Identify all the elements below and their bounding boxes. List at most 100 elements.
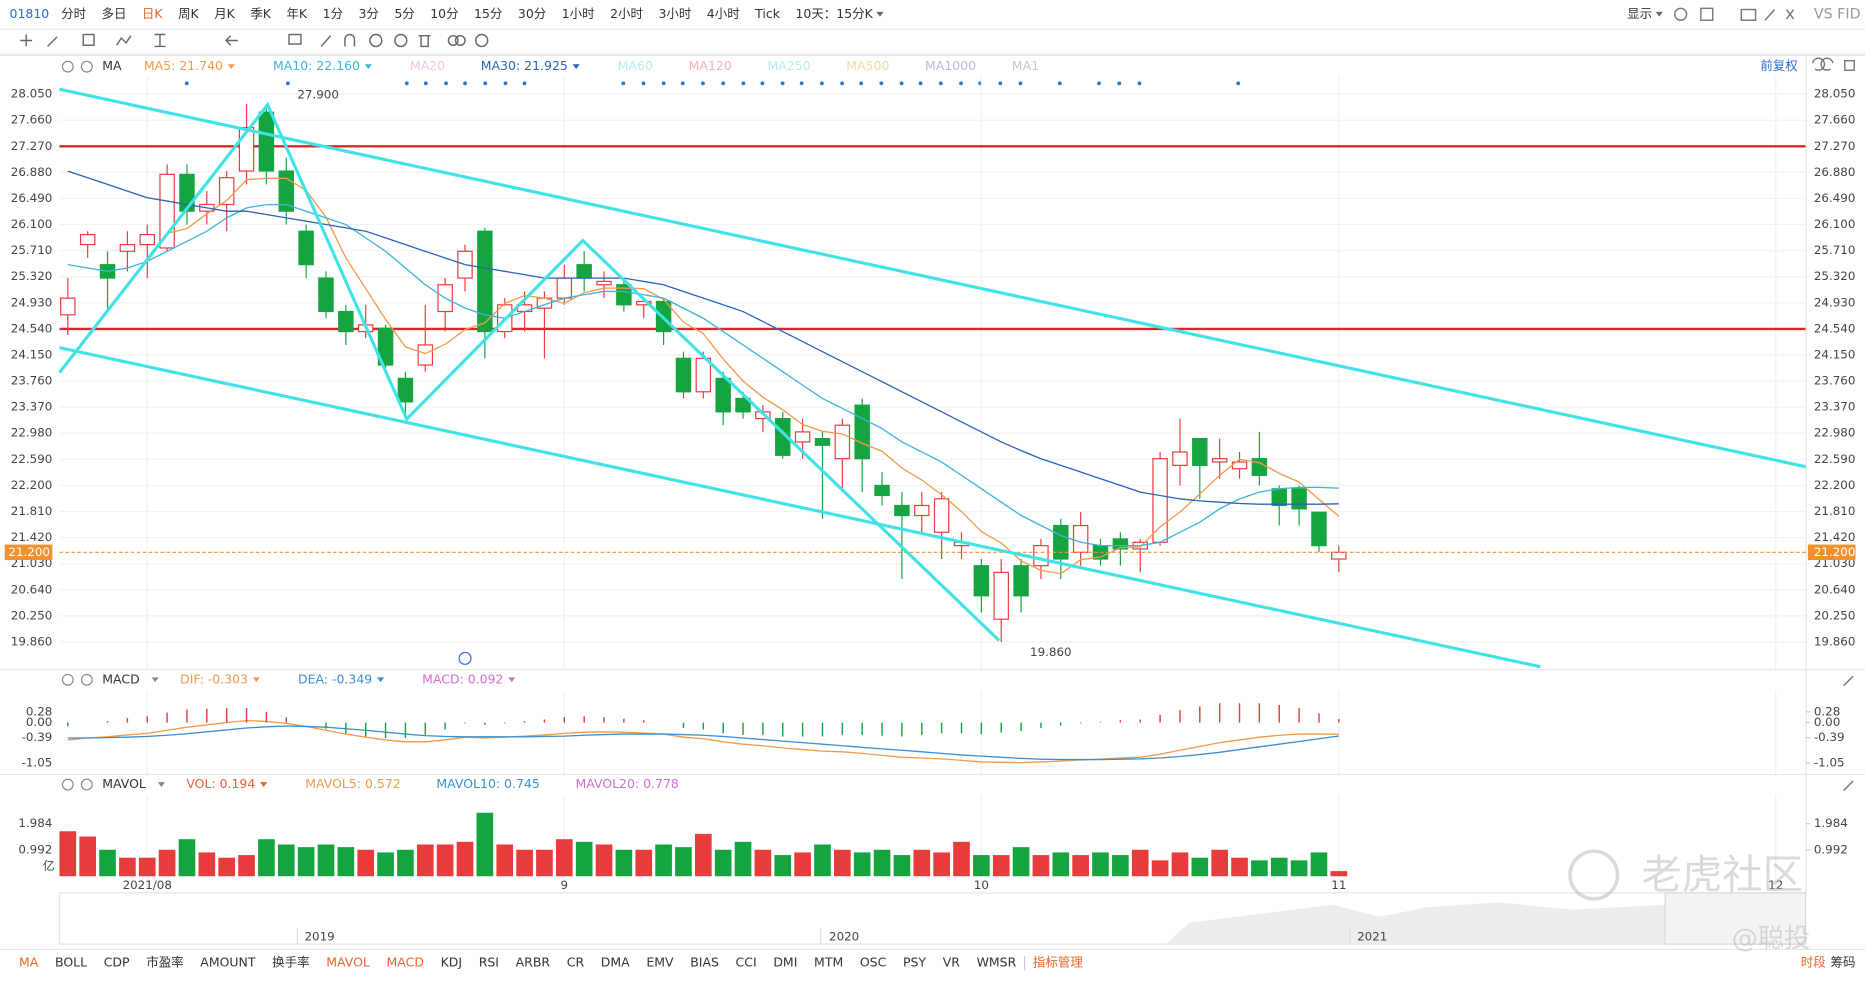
legend-item[interactable]: MA5: 21.740 bbox=[144, 58, 223, 73]
period-tab[interactable]: 1分 bbox=[323, 6, 343, 21]
window-tools[interactable] bbox=[1673, 7, 1856, 792]
tool-icon[interactable] bbox=[1785, 9, 1795, 20]
session-toggle[interactable]: 时段 bbox=[1801, 955, 1826, 970]
legend-item[interactable]: MA30: 21.925 bbox=[481, 58, 568, 73]
settings-icon[interactable] bbox=[61, 60, 74, 73]
indicator-tab[interactable]: RSI bbox=[479, 955, 499, 970]
indicator-tab[interactable]: MTM bbox=[814, 955, 843, 970]
indicator-tab[interactable]: CR bbox=[567, 955, 585, 970]
period-tab[interactable]: 季K bbox=[250, 6, 271, 21]
trend-line[interactable] bbox=[59, 346, 1541, 669]
indicator-tab[interactable]: ARBR bbox=[516, 955, 551, 970]
eye-tool[interactable] bbox=[369, 33, 383, 48]
period-tab[interactable]: Tick bbox=[754, 6, 781, 21]
magnet-tool[interactable] bbox=[344, 33, 356, 47]
panel-title[interactable]: MACD bbox=[102, 671, 139, 686]
legend-item[interactable]: MAVOL5: 0.572 bbox=[305, 776, 400, 791]
indicator-tab[interactable]: PSY bbox=[903, 955, 926, 970]
period-tab[interactable]: 周K bbox=[178, 6, 199, 21]
period-tab[interactable]: 4小时 bbox=[707, 6, 740, 21]
link-tool[interactable] bbox=[447, 35, 459, 46]
legend-item[interactable]: MA10: 22.160 bbox=[273, 58, 360, 73]
indicator-tab[interactable]: BOLL bbox=[55, 955, 87, 970]
indicator-tab[interactable]: VR bbox=[943, 955, 961, 970]
camera-icon[interactable] bbox=[1740, 8, 1757, 21]
period-tab[interactable]: 30分 bbox=[518, 6, 546, 21]
pen-tool[interactable] bbox=[320, 35, 332, 47]
redo-icon[interactable] bbox=[1820, 57, 1834, 71]
period-tab[interactable]: 3分 bbox=[358, 6, 378, 21]
legend-item[interactable]: MAVOL10: 0.745 bbox=[436, 776, 539, 791]
period-tab[interactable]: 3小时 bbox=[658, 6, 691, 21]
indicator-tab[interactable]: WMSR bbox=[977, 955, 1017, 970]
legend-item[interactable]: MA60 bbox=[618, 58, 653, 73]
undo-icon[interactable] bbox=[1811, 57, 1826, 71]
legend-item[interactable]: MACD: 0.092 bbox=[422, 671, 503, 686]
link-tool[interactable] bbox=[454, 35, 466, 46]
period-tab[interactable]: 月K bbox=[214, 6, 235, 21]
period-tab[interactable]: 15分 bbox=[474, 6, 502, 21]
note-tool[interactable] bbox=[288, 33, 302, 45]
indicator-tab[interactable]: DMA bbox=[601, 955, 630, 970]
legend-item[interactable]: MAVOL20: 0.778 bbox=[575, 776, 678, 791]
indicator-manage[interactable]: 指标管理 bbox=[1033, 955, 1083, 970]
period-tab[interactable]: 10天：15分K bbox=[795, 6, 873, 21]
legend-item[interactable]: DIF: -0.303 bbox=[180, 671, 248, 686]
adjust-mode[interactable]: 前复权 bbox=[1760, 58, 1798, 73]
rect-tool[interactable] bbox=[82, 33, 95, 46]
legend-item[interactable]: MA500 bbox=[846, 58, 889, 73]
period-tab[interactable]: 2小时 bbox=[610, 6, 643, 21]
period-tab[interactable]: 年K bbox=[286, 6, 307, 21]
panel-title[interactable]: MAVOL bbox=[102, 776, 146, 791]
panel-title[interactable]: MA bbox=[102, 58, 122, 73]
expand-panel-icon[interactable] bbox=[1843, 675, 1854, 792]
lock-tool[interactable] bbox=[394, 33, 408, 48]
display-menu[interactable]: 显示 bbox=[1627, 6, 1652, 21]
legend-item[interactable]: VOL: 0.194 bbox=[186, 776, 255, 791]
measure-tool[interactable] bbox=[154, 33, 166, 48]
indicator-tab[interactable]: MA bbox=[19, 955, 39, 970]
period-tab[interactable]: 分时 bbox=[61, 6, 86, 21]
legend-item[interactable]: MA1 bbox=[1012, 58, 1039, 73]
symbol[interactable]: 01810 bbox=[10, 6, 50, 21]
period-tab[interactable]: 10分 bbox=[430, 6, 458, 21]
event-icon[interactable] bbox=[458, 651, 472, 665]
indicator-tab[interactable]: AMOUNT bbox=[200, 955, 256, 970]
legend-item[interactable]: DEA: -0.349 bbox=[298, 671, 372, 686]
navigator-window[interactable] bbox=[1664, 892, 1807, 945]
zigzag-line[interactable] bbox=[58, 101, 1001, 642]
legend-item[interactable]: MA250 bbox=[767, 58, 810, 73]
navigator[interactable]: 2019 2020 2021 bbox=[58, 892, 1807, 945]
chip-toggle[interactable]: 筹码 bbox=[1831, 955, 1856, 970]
period-tab[interactable]: 1小时 bbox=[562, 6, 595, 21]
indicator-tab[interactable]: MAVOL bbox=[326, 955, 370, 970]
arrow-tool[interactable] bbox=[224, 35, 238, 46]
crosshair-tool[interactable] bbox=[20, 34, 33, 47]
drawing-tools[interactable] bbox=[20, 33, 489, 48]
compare-button[interactable]: VS FID bbox=[1814, 6, 1861, 22]
close-icon[interactable] bbox=[80, 60, 93, 73]
draw-icon[interactable] bbox=[1764, 9, 1776, 21]
settings-icon[interactable] bbox=[61, 778, 74, 791]
indicator-tab[interactable]: MACD bbox=[387, 955, 424, 970]
wave-tool[interactable] bbox=[115, 35, 132, 46]
period-tab[interactable]: 5分 bbox=[394, 6, 414, 21]
indicator-tab[interactable]: OSC bbox=[860, 955, 887, 970]
indicator-tab[interactable]: KDJ bbox=[441, 955, 462, 970]
indicator-tab[interactable]: 市盈率 bbox=[146, 955, 183, 970]
close-icon[interactable] bbox=[80, 673, 93, 686]
period-tab[interactable]: 多日 bbox=[102, 6, 127, 21]
indicator-tab[interactable]: 换手率 bbox=[272, 955, 309, 970]
trend-line[interactable] bbox=[59, 87, 1806, 469]
settings-icon[interactable] bbox=[61, 673, 74, 686]
layout-icon[interactable] bbox=[1700, 7, 1714, 21]
settings-tool[interactable] bbox=[475, 33, 489, 48]
indicator-tab[interactable]: EMV bbox=[646, 955, 674, 970]
panel-header-icons[interactable] bbox=[61, 60, 472, 791]
legend-item[interactable]: MA120 bbox=[689, 58, 732, 73]
delete-tool[interactable] bbox=[418, 35, 431, 48]
indicator-tab[interactable]: CCI bbox=[736, 955, 757, 970]
period-tab[interactable]: 日K bbox=[142, 6, 163, 21]
legend-item[interactable]: MA20 bbox=[410, 58, 445, 73]
indicator-tab[interactable]: CDP bbox=[104, 955, 130, 970]
